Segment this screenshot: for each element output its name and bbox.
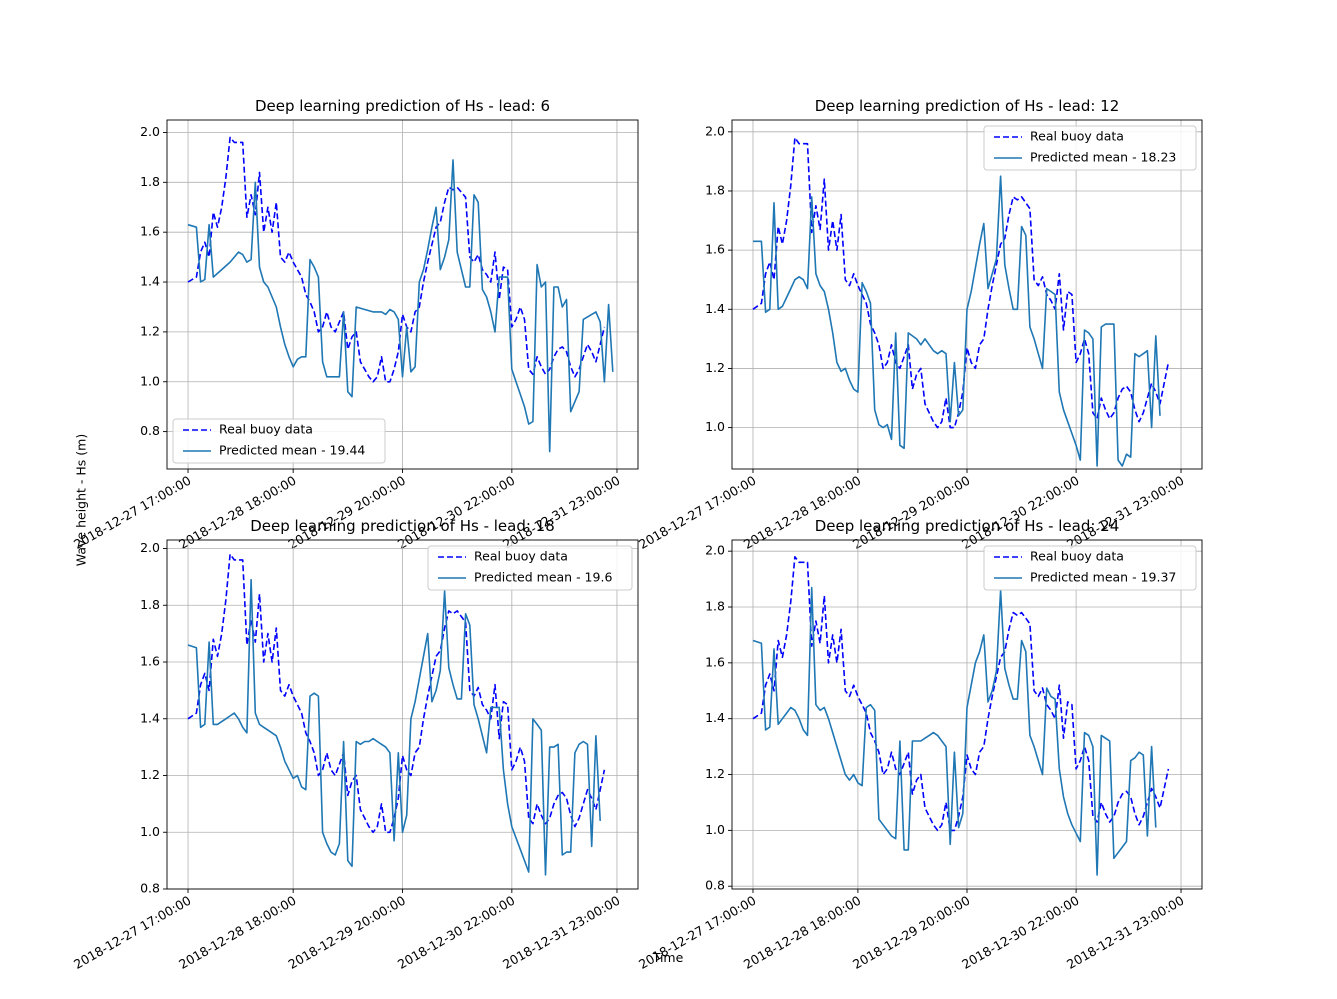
series-line-predicted-mean: [752, 586, 1157, 876]
x-tick-label: 2018-12-28 18:00:00: [176, 893, 299, 972]
x-tick-label: 2018-12-30 22:00:00: [959, 893, 1082, 972]
y-tick-label: 1.6: [705, 242, 725, 257]
y-tick-label: 1.2: [705, 766, 725, 781]
series-line-real-buoy: [752, 136, 1170, 429]
y-tick-label: 1.0: [140, 373, 160, 388]
y-tick-label: 1.6: [140, 224, 160, 239]
y-tick-label: 0.8: [705, 878, 725, 893]
y-tick-label: 1.8: [140, 597, 160, 612]
legend-box: [983, 545, 1197, 591]
y-tick-label: 1.0: [140, 824, 160, 839]
legend-entry: Real buoy data: [219, 422, 313, 437]
x-tick-label: 2018-12-31 23:00:00: [500, 893, 623, 972]
legend-entry: Real buoy data: [474, 549, 568, 564]
legend-entry: Predicted mean - 19.6: [474, 570, 612, 585]
legend-box: [983, 125, 1197, 171]
subplot-3: 0.8 1.0 1.2 1.4 1.6 1.8 2.0 2018-12-27 17:00:00…: [71, 517, 639, 972]
legend-box: [427, 545, 633, 591]
legend: Real buoy data Predicted mean - 19.37: [983, 545, 1197, 591]
y-tick-label: 1.0: [705, 822, 725, 837]
figure-ylabel: Wave height - Hs (m): [74, 434, 89, 566]
y-tick-label: 1.2: [705, 360, 725, 375]
x-tick-label: 2018-12-27 17:00:00: [71, 893, 194, 972]
y-tick-label: 1.6: [705, 654, 725, 669]
y-tick-label: 2.0: [705, 543, 725, 558]
y-tick-label: 1.8: [705, 182, 725, 197]
y-tick-label: 1.4: [705, 301, 725, 316]
subplot-title: Deep learning prediction of Hs - lead: 6: [255, 97, 550, 115]
y-tick-label: 0.8: [140, 881, 160, 896]
y-tick-label: 1.4: [705, 710, 725, 725]
legend-entry: Predicted mean - 19.44: [219, 443, 365, 458]
x-tick-label: 2018-12-30 22:00:00: [395, 893, 518, 972]
legend-entry: Real buoy data: [1030, 549, 1124, 564]
y-tick-label: 0.8: [140, 423, 160, 438]
x-tick-label: 2018-12-29 20:00:00: [286, 893, 409, 972]
subplot-title: Deep learning prediction of Hs - lead: 2…: [815, 517, 1120, 535]
y-tick-label: 2.0: [140, 124, 160, 139]
y-tick-label: 1.2: [140, 767, 160, 782]
legend-box: [172, 418, 386, 464]
x-tick-label: 2018-12-31 23:00:00: [1064, 893, 1187, 972]
legend-entry: Predicted mean - 18.23: [1030, 150, 1176, 165]
figure-xlabel: Time: [652, 950, 684, 965]
y-tick-label: 1.4: [140, 710, 160, 725]
x-tick-label: 2018-12-29 20:00:00: [850, 893, 973, 972]
legend-entry: Predicted mean - 19.37: [1030, 570, 1176, 585]
y-tick-label: 1.6: [140, 654, 160, 669]
subplot-grid: 0.8 1.0 1.2 1.4 1.6 1.8 2.0 2018-12-27 17:00:00…: [71, 97, 1203, 972]
series-line-predicted-mean: [187, 159, 614, 453]
series-line-predicted-mean: [187, 578, 601, 876]
y-tick-label: 1.0: [705, 419, 725, 434]
y-tick-label: 2.0: [705, 123, 725, 138]
x-tick-label: 2018-12-28 18:00:00: [741, 893, 864, 972]
legend: Real buoy data Predicted mean - 19.44: [172, 418, 386, 464]
y-tick-label: 2.0: [140, 540, 160, 555]
y-tick-label: 1.4: [140, 274, 160, 289]
y-tick-label: 1.2: [140, 323, 160, 338]
subplot-title: Deep learning prediction of Hs - lead: 1…: [815, 97, 1120, 115]
subplot-title: Deep learning prediction of Hs - lead: 1…: [250, 517, 555, 535]
y-tick-label: 1.8: [705, 599, 725, 614]
legend-entry: Real buoy data: [1030, 129, 1124, 144]
legend: Real buoy data Predicted mean - 19.6: [427, 545, 633, 591]
legend: Real buoy data Predicted mean - 18.23: [983, 125, 1197, 171]
series-line-predicted-mean: [753, 175, 1161, 467]
y-tick-label: 1.8: [140, 174, 160, 189]
